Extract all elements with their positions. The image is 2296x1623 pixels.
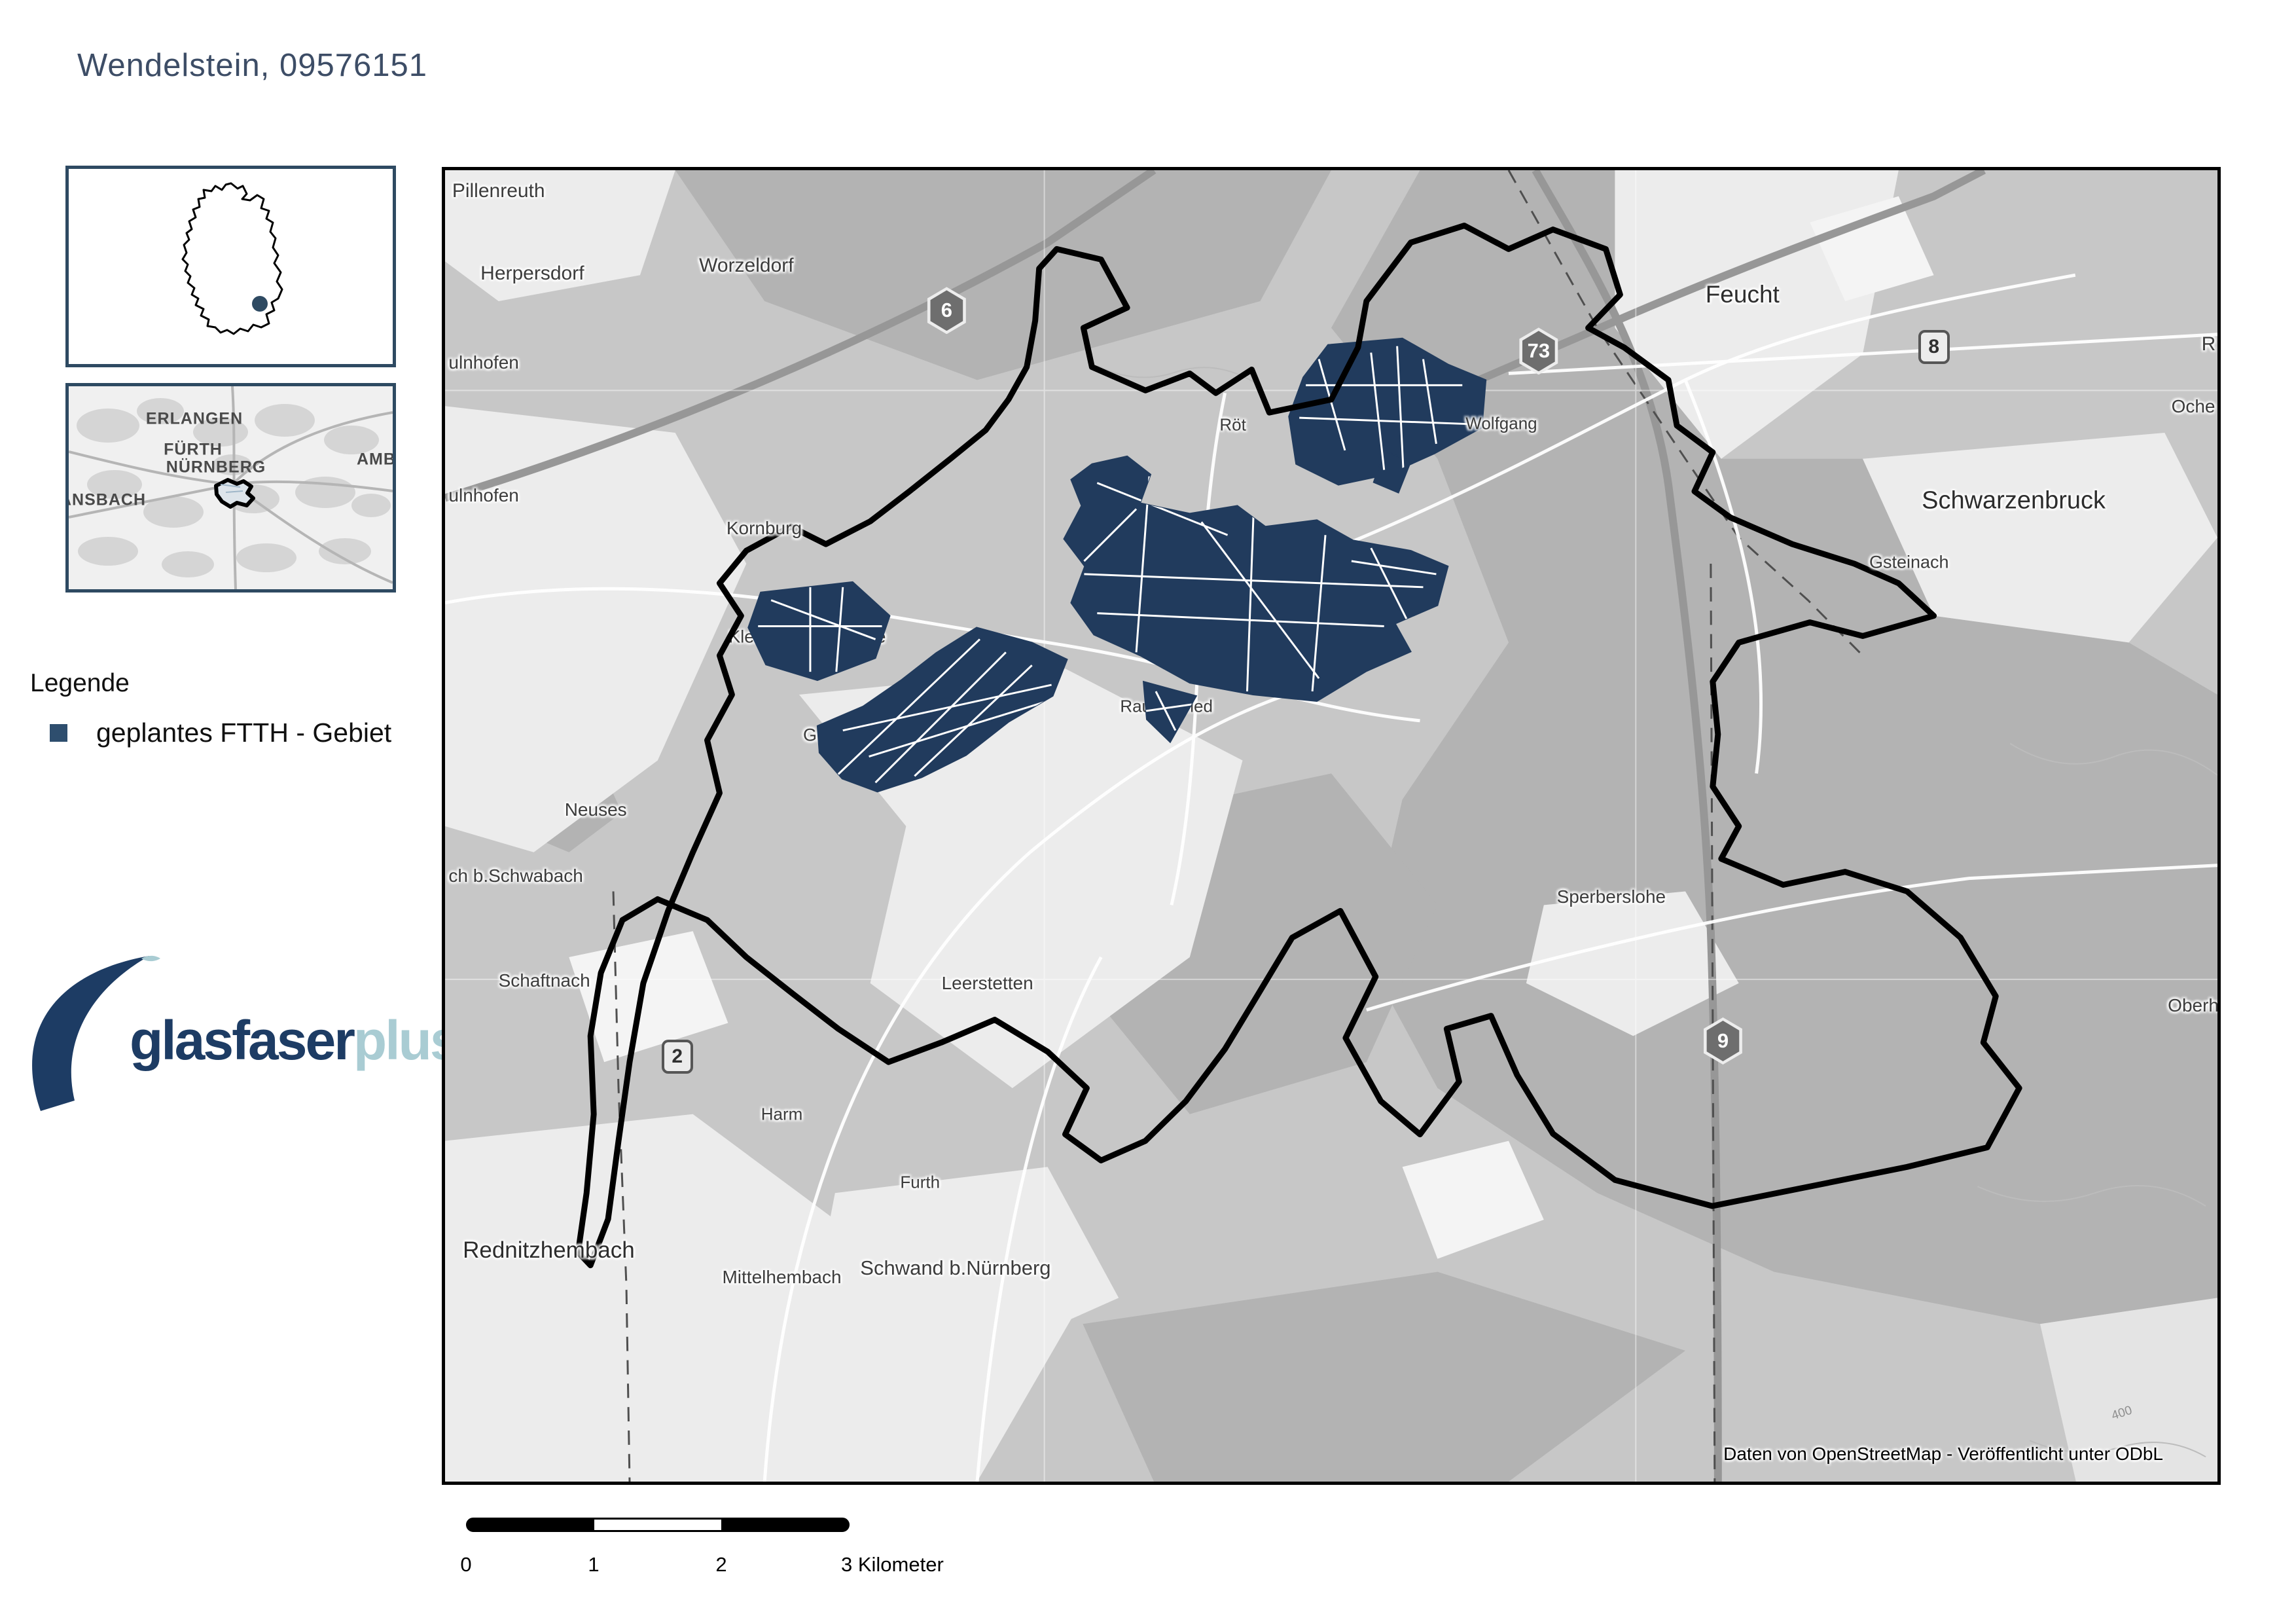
map-place-label: Mittelhembach [722, 1266, 842, 1287]
map-place-label: Sperberslohe [1556, 886, 1666, 907]
map-place-label: Harm [761, 1104, 803, 1124]
map-place-label: ch b.Schwabach [448, 865, 583, 886]
scalebar-label: 2 [715, 1553, 727, 1576]
map-place-label: Furth [900, 1172, 941, 1192]
map-place-label: Leerstetten [941, 972, 1033, 993]
scalebar-segment [468, 1520, 595, 1530]
municipality-mini-outline [214, 478, 255, 509]
region-city-label: FÜRTH [164, 440, 223, 459]
road-shield-6: 6 [925, 287, 967, 335]
map-place-label: Schwand b.Nürnberg [860, 1256, 1051, 1279]
map-shields: 6 73 8 9 2 [445, 170, 2217, 1482]
map-place-label: ulnhofen [448, 484, 519, 505]
map-overlay-layer [575, 223, 2022, 1269]
municipality-boundary [575, 223, 2022, 1269]
scalebar-label: 0 [460, 1553, 472, 1576]
region-map-graphic [69, 386, 393, 589]
map-place-label: Worzeldorf [699, 255, 794, 277]
map-place-label: Rednitzhembach [463, 1237, 635, 1264]
map-place-label: Kornburg [726, 517, 802, 538]
map-place-label: Schaftnach [498, 970, 590, 991]
region-city-label: ERLANGEN [145, 409, 243, 428]
glasfaserplus-logo: glasfaserplus [18, 953, 476, 1116]
germany-outline-map [181, 182, 283, 335]
map-place-label: Herpersdorf [480, 263, 584, 285]
legend-heading: Legende [30, 669, 130, 697]
map-place-label: ulnhofen [448, 352, 519, 373]
scalebar-label: 3 Kilometer [841, 1553, 944, 1576]
map-place-label: Wolfgang [1465, 413, 1537, 433]
scalebar-segment [721, 1520, 848, 1530]
logo-swoosh-icon [32, 955, 160, 1111]
location-dot [252, 296, 268, 312]
map-labels-over: Pillenreuth Herpersdorf Worzeldorf ulnhofen… [445, 170, 2217, 1482]
road-shield-9: 9 [1702, 1017, 1744, 1065]
osm-attribution: Daten von OpenStreetMap - Veröffentlicht… [1723, 1444, 2163, 1464]
scalebar-label: 1 [588, 1553, 600, 1576]
map-place-label: Schwarzenbruck [1922, 486, 2106, 515]
map-place-label: Pillenreuth [452, 180, 545, 202]
road-shield-73: 73 [1518, 327, 1560, 375]
map-place-label: Neuses [564, 799, 627, 820]
logo-text-glasfaser: glasfaser [130, 1010, 355, 1071]
map-place-label: Gsteinach [1869, 552, 1949, 572]
map-terrain-layer [445, 170, 2217, 1482]
scalebar [466, 1518, 850, 1532]
region-city-label: NÜRNBERG [166, 458, 266, 477]
road-shield-2: 2 [661, 1040, 693, 1074]
ftth-area-swatch [50, 724, 67, 742]
germany-overview-inset [65, 166, 396, 367]
scalebar-segment [594, 1520, 721, 1530]
region-city-label: ANSBACH [65, 490, 146, 509]
legend: Legende geplantes FTTH - Gebiet [30, 669, 391, 748]
map-place-label: Röt [1219, 414, 1246, 435]
logo-wordmark: glasfaserplus [130, 1009, 461, 1072]
page-title: Wendelstein, 09576151 [77, 48, 427, 83]
map-place-label: Feucht [1705, 281, 1780, 308]
legend-item-label: geplantes FTTH - Gebiet [96, 718, 392, 748]
legend-item-ftth: geplantes FTTH - Gebiet [50, 718, 391, 748]
main-map: RötKleinschwarzenloheGroßschwarzenloheRa… [442, 167, 2221, 1485]
map-place-label: Oberh [2168, 994, 2219, 1015]
map-place-label: Oche [2171, 395, 2215, 416]
road-shield-8: 8 [1918, 330, 1950, 365]
map-place-label: R [2201, 333, 2216, 356]
region-city-label: AMBERG [357, 450, 396, 469]
